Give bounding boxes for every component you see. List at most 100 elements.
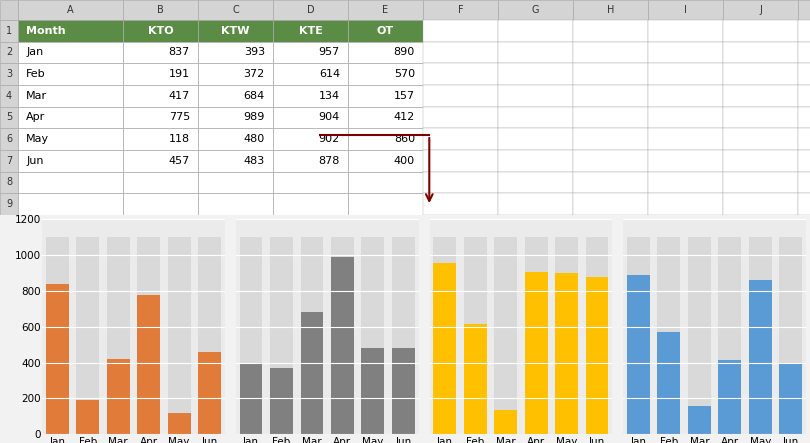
Bar bbox=[723, 85, 798, 107]
Bar bbox=[198, 352, 221, 434]
Bar bbox=[648, 42, 723, 63]
Bar bbox=[573, 128, 648, 150]
Bar bbox=[573, 171, 648, 193]
Bar bbox=[0, 171, 18, 193]
Bar bbox=[0, 85, 18, 107]
Text: 483: 483 bbox=[244, 156, 265, 166]
Bar bbox=[123, 193, 198, 215]
Bar bbox=[573, 42, 648, 63]
Bar bbox=[18, 63, 123, 85]
Bar bbox=[137, 237, 160, 434]
Bar bbox=[498, 42, 573, 63]
Text: Jan: Jan bbox=[26, 47, 44, 58]
Bar bbox=[723, 20, 798, 42]
Bar bbox=[198, 128, 273, 150]
Bar bbox=[348, 0, 423, 20]
Text: 9: 9 bbox=[6, 199, 12, 209]
Bar bbox=[648, 128, 723, 150]
Bar bbox=[573, 193, 648, 215]
Bar bbox=[494, 237, 517, 434]
Bar bbox=[348, 20, 423, 42]
Text: 890: 890 bbox=[394, 47, 415, 58]
Bar bbox=[779, 237, 802, 434]
Bar bbox=[423, 193, 498, 215]
Bar bbox=[573, 20, 648, 42]
Bar bbox=[123, 42, 198, 63]
Bar bbox=[348, 171, 423, 193]
Text: 412: 412 bbox=[394, 113, 415, 122]
Bar bbox=[423, 128, 498, 150]
Text: 118: 118 bbox=[168, 134, 190, 144]
Title: OT: OT bbox=[706, 205, 723, 218]
Text: Month: Month bbox=[26, 26, 66, 36]
Bar bbox=[723, 0, 798, 20]
Bar bbox=[498, 42, 573, 63]
Title: KTE: KTE bbox=[509, 205, 532, 218]
Bar bbox=[498, 193, 573, 215]
Text: 860: 860 bbox=[394, 134, 415, 144]
Bar bbox=[423, 150, 498, 171]
Bar bbox=[648, 85, 723, 107]
Bar bbox=[648, 171, 723, 193]
Text: C: C bbox=[232, 5, 239, 15]
Bar bbox=[348, 63, 423, 85]
Bar bbox=[648, 63, 723, 85]
Bar bbox=[423, 63, 498, 85]
Bar bbox=[648, 20, 723, 42]
Bar bbox=[648, 85, 723, 107]
Text: B: B bbox=[157, 5, 164, 15]
Bar bbox=[723, 107, 798, 128]
Text: 957: 957 bbox=[318, 47, 340, 58]
Bar bbox=[573, 150, 648, 171]
Bar bbox=[498, 150, 573, 171]
Bar bbox=[198, 20, 273, 42]
Text: H: H bbox=[607, 5, 614, 15]
Bar bbox=[137, 295, 160, 434]
Bar bbox=[525, 272, 548, 434]
Bar bbox=[123, 20, 198, 42]
Text: 614: 614 bbox=[319, 69, 340, 79]
Bar bbox=[46, 284, 69, 434]
Bar bbox=[798, 63, 810, 85]
Text: 393: 393 bbox=[244, 47, 265, 58]
Bar bbox=[573, 107, 648, 128]
Bar bbox=[76, 400, 99, 434]
Bar bbox=[798, 85, 810, 107]
Bar bbox=[798, 193, 810, 215]
Bar bbox=[464, 324, 487, 434]
Text: 417: 417 bbox=[168, 91, 190, 101]
Bar bbox=[798, 171, 810, 193]
Bar bbox=[198, 63, 273, 85]
Text: 2: 2 bbox=[6, 47, 12, 58]
Bar bbox=[573, 85, 648, 107]
Bar bbox=[423, 171, 498, 193]
Text: D: D bbox=[307, 5, 314, 15]
Bar bbox=[361, 348, 384, 434]
Bar bbox=[107, 237, 130, 434]
Bar bbox=[433, 237, 456, 434]
Bar bbox=[798, 171, 810, 193]
Bar bbox=[273, 0, 348, 20]
Bar bbox=[573, 128, 648, 150]
Bar bbox=[498, 85, 573, 107]
Text: E: E bbox=[382, 5, 389, 15]
Bar bbox=[18, 171, 123, 193]
Bar bbox=[273, 171, 348, 193]
Bar bbox=[198, 107, 273, 128]
Bar bbox=[433, 263, 456, 434]
Bar bbox=[270, 237, 293, 434]
Bar bbox=[273, 63, 348, 85]
Bar bbox=[18, 20, 123, 42]
Bar bbox=[273, 193, 348, 215]
Text: 191: 191 bbox=[168, 69, 190, 79]
Bar bbox=[18, 107, 123, 128]
Text: 775: 775 bbox=[168, 113, 190, 122]
Bar bbox=[798, 107, 810, 128]
Bar bbox=[348, 107, 423, 128]
Bar bbox=[423, 128, 498, 150]
Bar bbox=[573, 63, 648, 85]
Bar bbox=[498, 63, 573, 85]
Bar bbox=[555, 237, 578, 434]
Bar bbox=[723, 63, 798, 85]
Bar bbox=[573, 107, 648, 128]
